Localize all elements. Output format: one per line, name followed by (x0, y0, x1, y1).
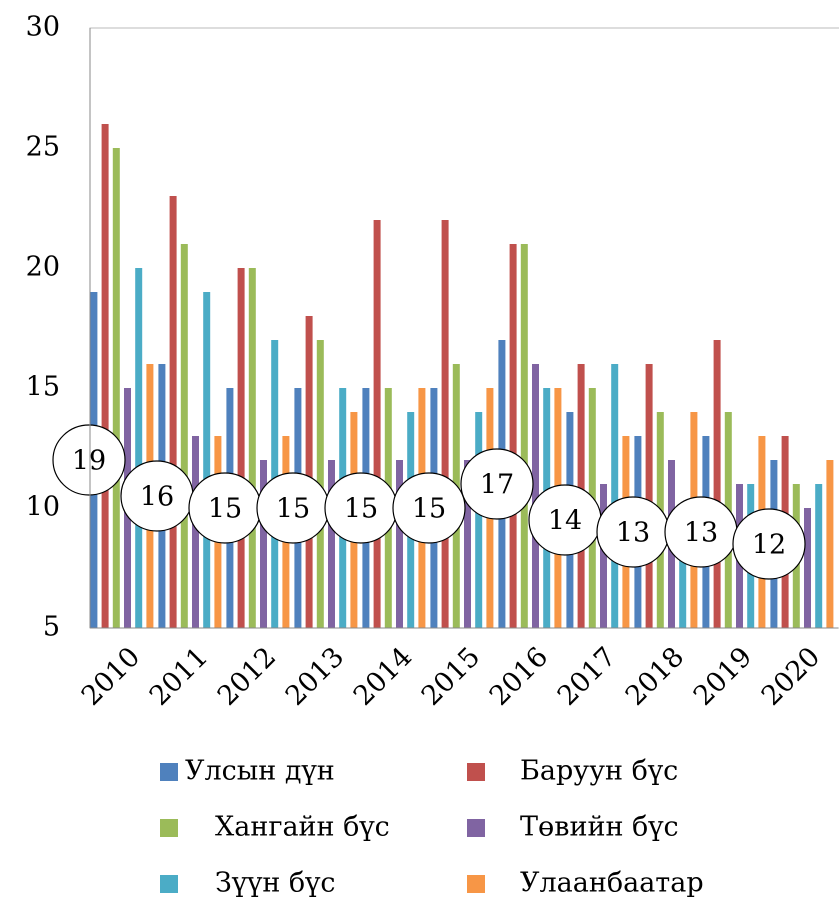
data-label: 16 (140, 482, 174, 513)
bar (611, 364, 619, 628)
bar (804, 508, 811, 628)
y-tick-label: 25 (26, 132, 60, 163)
legend-label: Зүүн бүс (215, 868, 336, 899)
legend-swatch (160, 819, 178, 837)
data-label: 12 (752, 530, 786, 561)
legend-swatch (160, 763, 178, 781)
data-label: 15 (412, 494, 446, 525)
bar (475, 412, 483, 628)
data-label: 17 (480, 470, 514, 501)
x-tick-label: 2013 (280, 641, 351, 712)
x-tick-label: 2019 (688, 641, 759, 712)
bar (826, 460, 834, 628)
legend-swatch (467, 819, 485, 837)
bar (645, 364, 653, 628)
x-tick-label: 2010 (76, 641, 147, 712)
bar (532, 364, 539, 628)
legend-swatch (467, 875, 485, 893)
x-tick-label: 2018 (620, 641, 691, 712)
bar (112, 148, 120, 628)
bar (464, 460, 471, 628)
bar (316, 340, 324, 628)
bar (135, 268, 143, 628)
bar (600, 484, 607, 628)
legend-label: Улаанбаатар (520, 868, 704, 899)
bar (237, 268, 245, 628)
data-label: 13 (616, 518, 650, 549)
bar (180, 244, 188, 628)
y-tick-label: 15 (26, 372, 60, 403)
x-tick-label: 2016 (484, 641, 555, 712)
data-label: 19 (72, 446, 106, 477)
bar (441, 220, 449, 628)
bar (679, 556, 687, 628)
bar (192, 436, 199, 628)
x-tick-label: 2012 (212, 641, 283, 712)
y-tick-label: 20 (26, 252, 60, 283)
data-label-bubble (52, 424, 126, 496)
legend-swatch (467, 763, 485, 781)
legend-label: Төвийн бүс (520, 812, 679, 843)
data-label: 15 (208, 494, 242, 525)
legend-label: Баруун бүс (520, 756, 678, 787)
data-label: 13 (684, 518, 718, 549)
bar (328, 460, 335, 628)
data-label-bubble (460, 448, 534, 520)
bar (305, 316, 313, 628)
bar (169, 196, 177, 628)
bar (713, 340, 721, 628)
bar (248, 268, 256, 628)
data-label: 15 (276, 494, 310, 525)
data-label: 15 (344, 494, 378, 525)
x-tick-label: 2015 (416, 641, 487, 712)
bar (815, 484, 823, 628)
legend-label: Хангайн бүс (215, 812, 390, 843)
x-tick-label: 2011 (144, 641, 215, 712)
data-label-bubble (732, 508, 806, 580)
legend-label: Улсын дүн (185, 756, 335, 787)
bar (101, 124, 109, 628)
y-tick-label: 5 (43, 612, 60, 643)
data-label-bubble (392, 472, 466, 544)
bar (396, 460, 403, 628)
bar (509, 244, 517, 628)
legend-swatch (160, 875, 178, 893)
data-label: 14 (548, 506, 582, 537)
x-tick-label: 2014 (348, 641, 419, 712)
bar (373, 220, 381, 628)
y-tick-label: 10 (26, 492, 60, 523)
bar (520, 244, 528, 628)
bar (203, 292, 211, 628)
y-tick-label: 30 (26, 12, 60, 43)
x-tick-label: 2017 (552, 641, 623, 712)
x-tick-label: 2020 (756, 641, 827, 712)
bar (260, 460, 267, 628)
